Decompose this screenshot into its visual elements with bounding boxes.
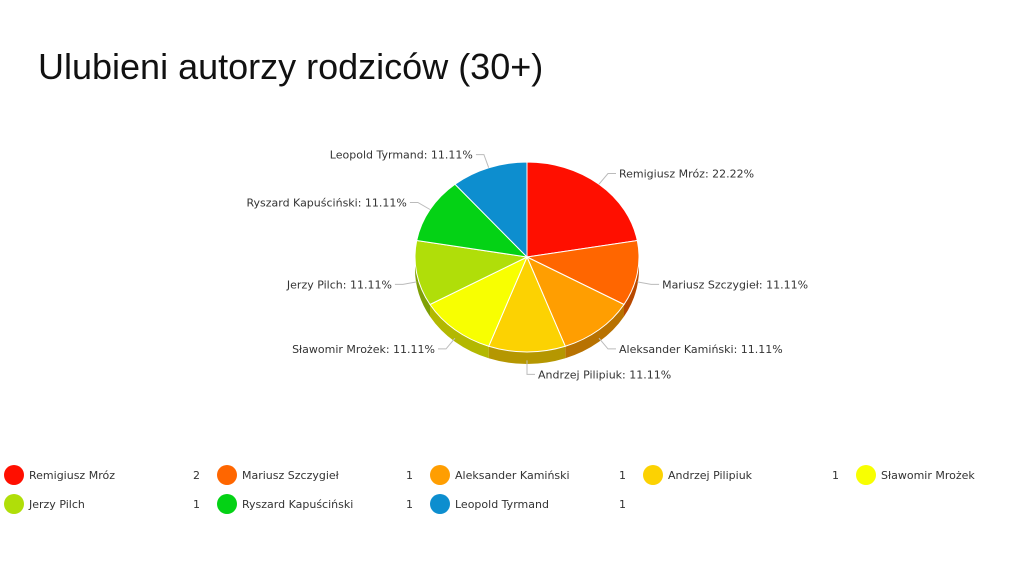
legend-item-leopold-tyrmand[interactable]: Leopold Tyrmand 1 — [426, 494, 639, 514]
legend-swatch — [430, 465, 450, 485]
legend-label: Mariusz Szczygieł — [242, 468, 339, 482]
label-connector-andrzej-pilipiuk — [526, 360, 535, 375]
legend-label: Andrzej Pilipiuk — [668, 468, 753, 482]
slice-label-remigiusz-mroz: Remigiusz Mróz: 22.22% — [619, 168, 754, 181]
legend-value: 1 — [406, 468, 413, 482]
slice-label-andrzej-pilipiuk: Andrzej Pilipiuk: 11.11% — [538, 368, 671, 381]
pie-side-jerzy-pilch — [415, 257, 431, 317]
legend-swatch — [856, 465, 876, 485]
legend-value: 1 — [832, 468, 839, 482]
slice-label-slawomir-mrozek: Sławomir Mrożek: 11.11% — [292, 343, 435, 356]
slice-label-aleksander-kaminski: Aleksander Kamiński: 11.11% — [619, 343, 783, 356]
legend-label: Remigiusz Mróz — [29, 468, 115, 482]
chart-legend: Remigiusz Mróz 2 Mariusz Szczygieł 1 Aleksan… — [0, 465, 1024, 514]
legend-label: Sławomir Mrożek — [881, 468, 975, 482]
pie-slice-aleksander-kaminski[interactable] — [526, 255, 625, 347]
pie-slice-layer — [414, 161, 640, 353]
legend-swatch — [643, 465, 663, 485]
label-connector-remigiusz-mroz — [598, 173, 616, 185]
legend-value: 1 — [193, 497, 200, 511]
pie-slice-andrzej-pilipiuk[interactable] — [488, 255, 566, 353]
legend-label: Leopold Tyrmand — [455, 497, 549, 511]
pie-side-aleksander-kaminski — [565, 304, 624, 359]
legend-item-ryszard-kapuscinski[interactable]: Ryszard Kapuściński 1 — [213, 494, 426, 514]
pie-chart: Remigiusz Mróz: 22.22% Mariusz Szczygieł:… — [246, 149, 808, 382]
pie-slice-mariusz-szczygiel[interactable] — [525, 239, 640, 306]
label-connector-ryszard-kapuscinski — [409, 202, 431, 210]
legend-label: Ryszard Kapuściński — [242, 497, 354, 511]
label-connector-slawomir-mrozek — [438, 337, 456, 350]
label-connector-mariusz-szczygiel — [637, 281, 660, 285]
pie-slice-jerzy-pilch[interactable] — [414, 239, 529, 306]
legend-item-andrzej-pilipiuk[interactable]: Andrzej Pilipiuk 1 — [639, 465, 852, 485]
legend-value: 1 — [619, 497, 626, 511]
label-connector-jerzy-pilch — [394, 281, 417, 285]
slice-label-leopold-tyrmand: Leopold Tyrmand: 11.11% — [330, 149, 473, 162]
legend-value: 2 — [193, 468, 200, 482]
slide-title: Ulubieni autorzy rodziców (30+) — [38, 46, 544, 87]
legend-item-jerzy-pilch[interactable]: Jerzy Pilch 1 — [0, 494, 213, 514]
legend-value: 1 — [406, 497, 413, 511]
legend-label: Jerzy Pilch — [29, 497, 85, 511]
legend-label: Aleksander Kamiński — [455, 468, 570, 482]
pie-slice-ryszard-kapuscinski[interactable] — [416, 183, 529, 258]
slice-label-jerzy-pilch: Jerzy Pilch: 11.11% — [286, 278, 392, 291]
legend-swatch — [4, 494, 24, 514]
legend-swatch — [4, 465, 24, 485]
legend-swatch — [217, 494, 237, 514]
legend-swatch — [217, 465, 237, 485]
legend-item-aleksander-kaminski[interactable]: Aleksander Kamiński 1 — [426, 465, 639, 485]
label-connector-leopold-tyrmand — [475, 154, 490, 168]
pie-slice-remigiusz-mroz[interactable] — [526, 161, 638, 258]
legend-value: 1 — [619, 468, 626, 482]
pie-side-mariusz-szczygiel — [623, 257, 639, 317]
label-connector-aleksander-kaminski — [598, 337, 616, 350]
legend-item-slawomir-mrozek[interactable]: Sławomir Mrożek1 — [852, 465, 1024, 485]
legend-item-mariusz-szczygiel[interactable]: Mariusz Szczygieł 1 — [213, 465, 426, 485]
pie-side-slawomir-mrozek — [430, 304, 489, 359]
legend-item-remigiusz-mroz[interactable]: Remigiusz Mróz 2 — [0, 465, 213, 485]
pie-slice-leopold-tyrmand[interactable] — [454, 161, 528, 259]
slice-label-mariusz-szczygiel: Mariusz Szczygieł: 11.11% — [662, 278, 808, 291]
slice-label-ryszard-kapuscinski: Ryszard Kapuściński: 11.11% — [246, 197, 406, 210]
pie-label-layer: Remigiusz Mróz: 22.22% Mariusz Szczygieł:… — [246, 149, 808, 382]
legend-swatch — [430, 494, 450, 514]
pie-slice-slawomir-mrozek[interactable] — [429, 255, 528, 347]
